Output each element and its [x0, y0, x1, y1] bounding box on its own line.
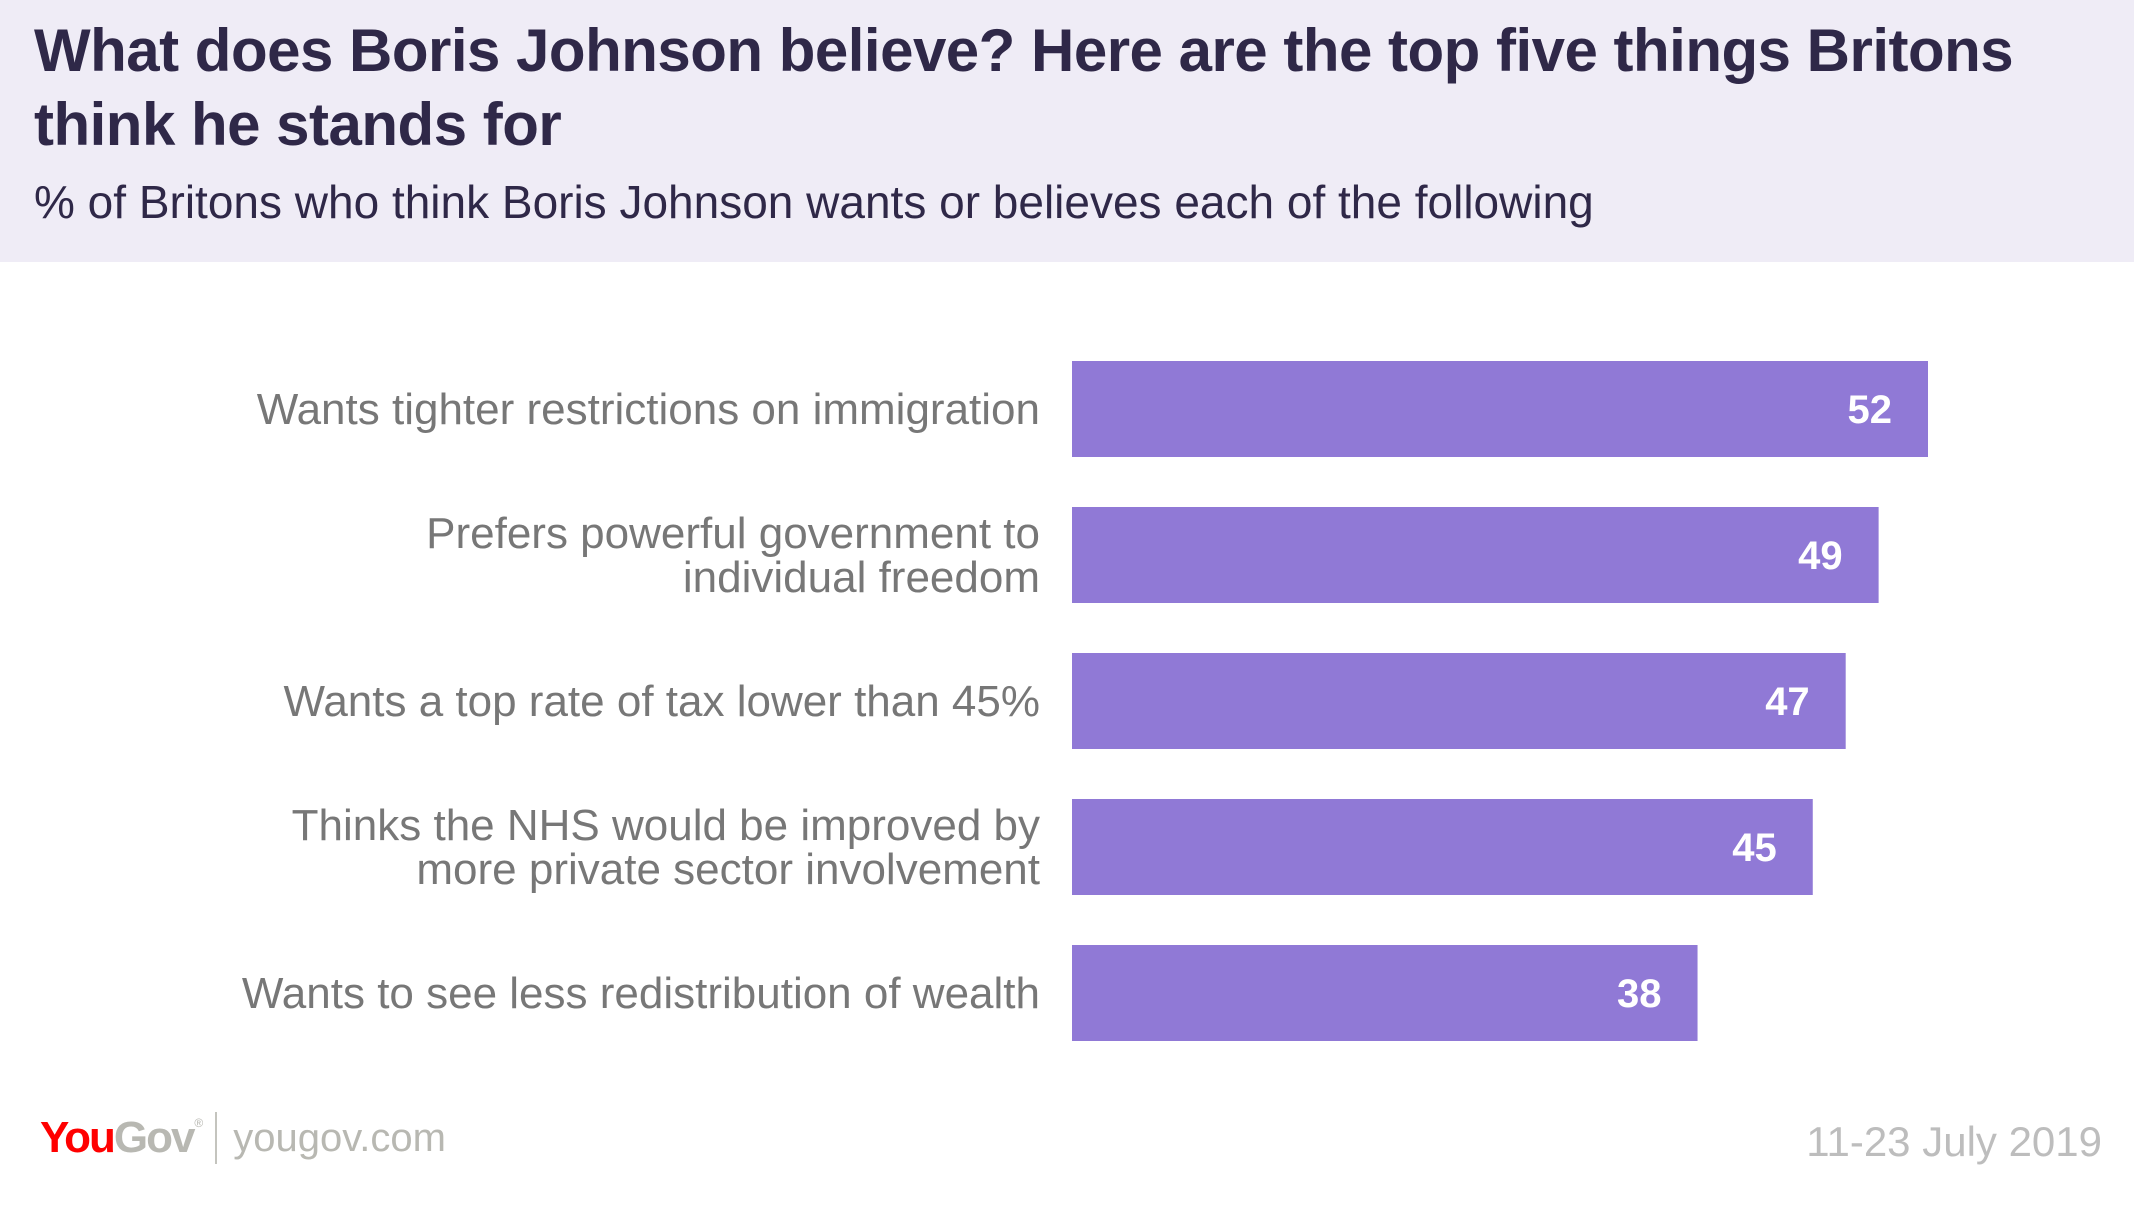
- bar-chart: 52 Wants tighter restrictions on immigrat…: [242, 361, 1928, 1041]
- site-url: yougov.com: [233, 1115, 446, 1160]
- chart-title: What does Boris Johnson believe? Here ar…: [34, 17, 2014, 158]
- category-label-5: Wants to see less redistribution of weal…: [242, 969, 1040, 1018]
- value-label-3: 47: [1765, 680, 1810, 724]
- category-label-line: individual freedom: [683, 553, 1040, 602]
- logo-you-text: You: [40, 1113, 116, 1162]
- category-label-4: Thinks the NHS would be improved by more …: [292, 801, 1040, 894]
- bar-4: [1072, 799, 1813, 895]
- survey-date: 11-23 July 2019: [1806, 1118, 2102, 1165]
- bars-group: 52 Wants tighter restrictions on immigrat…: [242, 361, 1928, 1041]
- bar-5: [1072, 945, 1698, 1041]
- registered-mark-icon: ®: [194, 1116, 204, 1130]
- bar-1: [1072, 361, 1928, 457]
- value-label-1: 52: [1848, 388, 1893, 432]
- logo-divider: [215, 1112, 218, 1164]
- category-label-line: more private sector involvement: [416, 845, 1040, 894]
- value-label-4: 45: [1732, 826, 1777, 870]
- header-band: What does Boris Johnson believe? Here ar…: [0, 0, 2134, 262]
- category-label-line: Thinks the NHS would be improved by: [292, 801, 1040, 850]
- category-label-line: Wants a top rate of tax lower than 45%: [283, 677, 1040, 726]
- chart-subtitle: % of Britons who think Boris Johnson wan…: [34, 176, 1594, 228]
- category-label-line: Prefers powerful government to: [426, 509, 1040, 558]
- bar-2: [1072, 507, 1879, 603]
- category-label-1: Wants tighter restrictions on immigratio…: [257, 385, 1040, 434]
- bar-3: [1072, 653, 1846, 749]
- category-label-line: Wants tighter restrictions on immigratio…: [257, 385, 1040, 434]
- logo-gov-text: Gov: [113, 1113, 196, 1162]
- yougov-logo: You Gov ® yougov.com: [40, 1112, 446, 1164]
- category-label-3: Wants a top rate of tax lower than 45%: [283, 677, 1040, 726]
- value-label-2: 49: [1798, 534, 1843, 578]
- category-label-line: Wants to see less redistribution of weal…: [242, 969, 1040, 1018]
- value-label-5: 38: [1617, 972, 1662, 1016]
- category-label-2: Prefers powerful government to individual…: [426, 509, 1040, 602]
